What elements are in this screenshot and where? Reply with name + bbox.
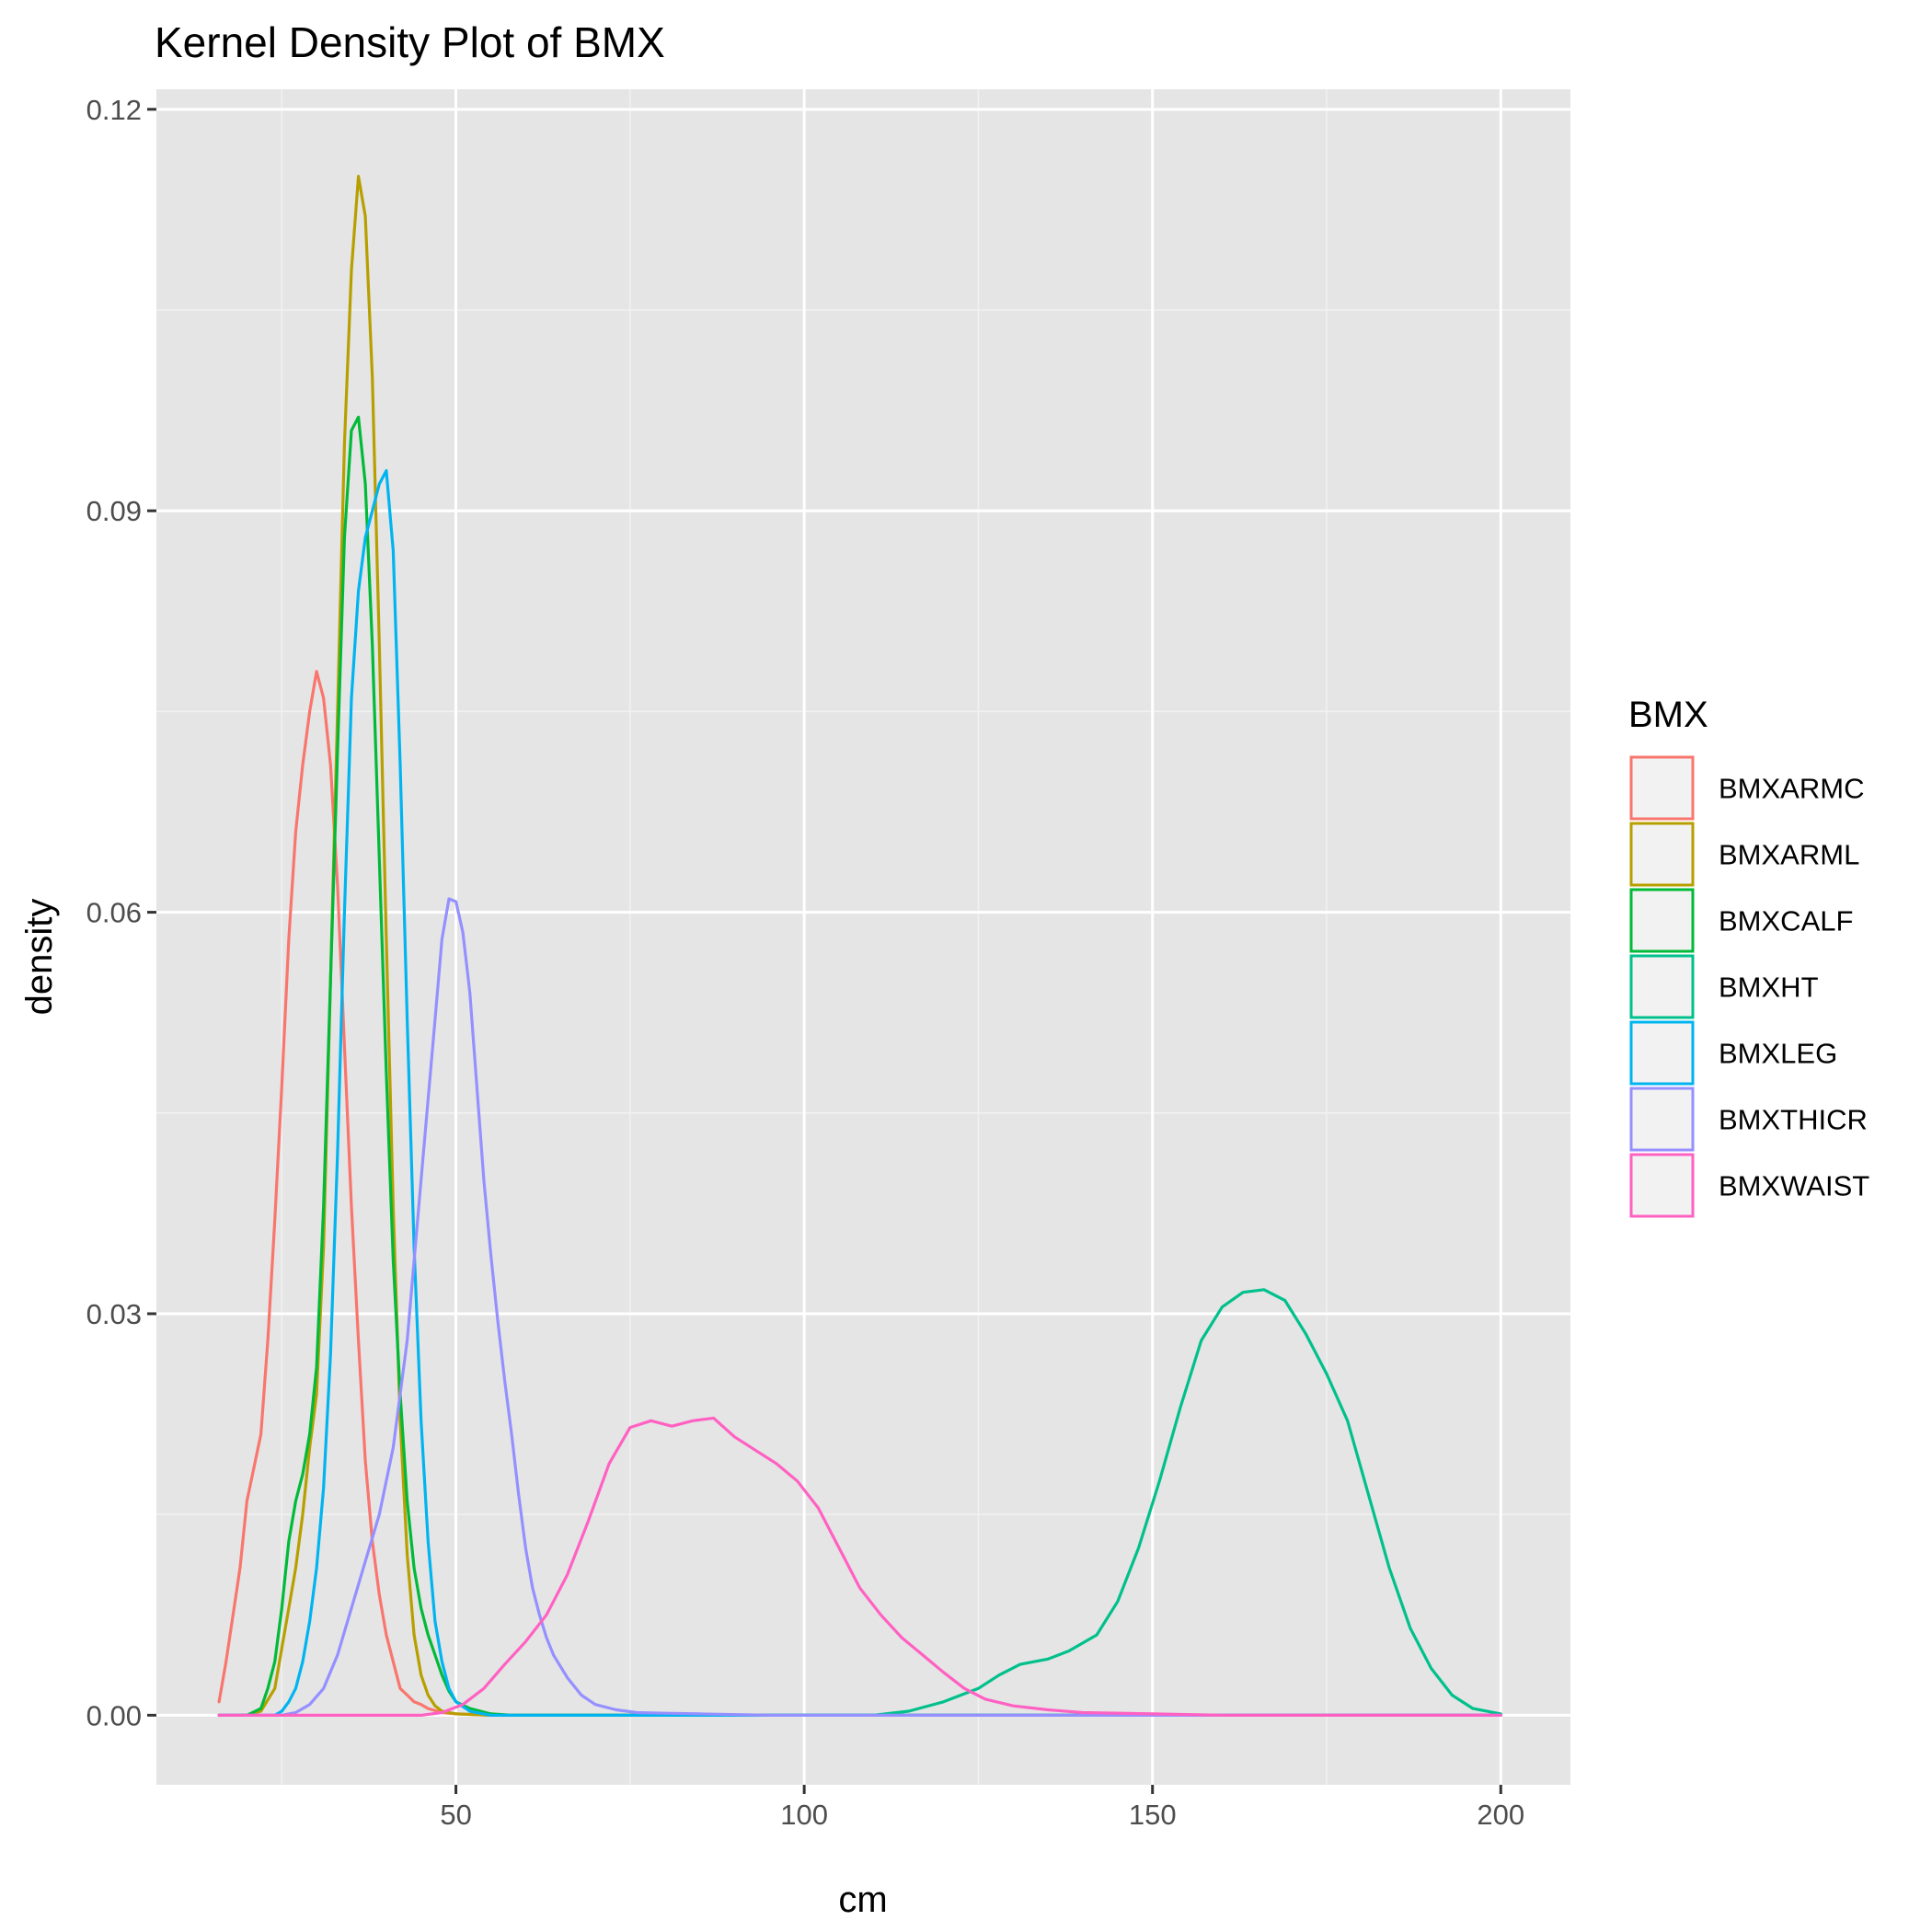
legend-label-bmxht: BMXHT <box>1719 972 1819 1004</box>
series-line-bmxwaist <box>217 1416 1502 1717</box>
minor-gridlines <box>156 89 1570 1785</box>
x-axis-title: cm <box>838 1880 887 1920</box>
legend-key-bmxht <box>1629 954 1695 1019</box>
y-tick-label: 0.00 <box>86 1699 142 1731</box>
x-axis: 50 100 150 200 <box>440 1785 1524 1831</box>
legend-key-bmxleg <box>1629 1020 1695 1086</box>
legend-label-bmxwaist: BMXWAIST <box>1719 1170 1869 1202</box>
chart-title: Kernel Density Plot of BMX <box>155 18 665 66</box>
y-tick-label: 0.12 <box>86 94 142 126</box>
series-line-bmxarmc <box>217 670 1502 1717</box>
legend-items: BMXARMC BMXARML BMXCALF BMXHT BMXLEG BMXTHICR… <box>1629 755 1869 1218</box>
legend-label-bmxarml: BMXARML <box>1719 839 1859 871</box>
y-tick-label: 0.03 <box>86 1298 142 1330</box>
series-line-bmxleg <box>217 469 1502 1717</box>
x-tick-label: 50 <box>440 1799 471 1831</box>
series-line-bmxarml <box>217 175 1502 1717</box>
legend-label-bmxthicr: BMXTHICR <box>1719 1104 1868 1136</box>
x-tick-label: 100 <box>780 1799 828 1831</box>
legend-key-bmxthicr <box>1629 1087 1695 1152</box>
legend-key-bmxwaist <box>1629 1153 1695 1218</box>
y-axis-title: density <box>19 899 60 1016</box>
x-tick-label: 200 <box>1477 1799 1524 1831</box>
series-line-bmxcalf <box>217 415 1502 1717</box>
x-tick-label: 150 <box>1129 1799 1177 1831</box>
legend-key-bmxcalf <box>1629 888 1695 953</box>
plot-panel <box>156 89 1570 1785</box>
legend: BMX BMXARMC BMXARML BMXCALF BMXHT BMXLEG BMXT… <box>1628 695 1869 1218</box>
y-tick-label: 0.06 <box>86 897 142 929</box>
y-axis: 0.00 0.03 0.06 0.09 0.12 <box>86 94 156 1731</box>
legend-label-bmxleg: BMXLEG <box>1719 1038 1837 1070</box>
legend-label-bmxarmc: BMXARMC <box>1719 773 1864 805</box>
legend-key-bmxarmc <box>1629 755 1695 821</box>
y-tick-label: 0.09 <box>86 495 142 527</box>
density-curves <box>217 175 1502 1717</box>
series-line-bmxht <box>663 1288 1502 1717</box>
legend-title: BMX <box>1628 695 1708 735</box>
legend-key-bmxarml <box>1629 822 1695 887</box>
series-line-bmxthicr <box>217 897 1502 1717</box>
legend-label-bmxcalf: BMXCALF <box>1719 905 1853 937</box>
